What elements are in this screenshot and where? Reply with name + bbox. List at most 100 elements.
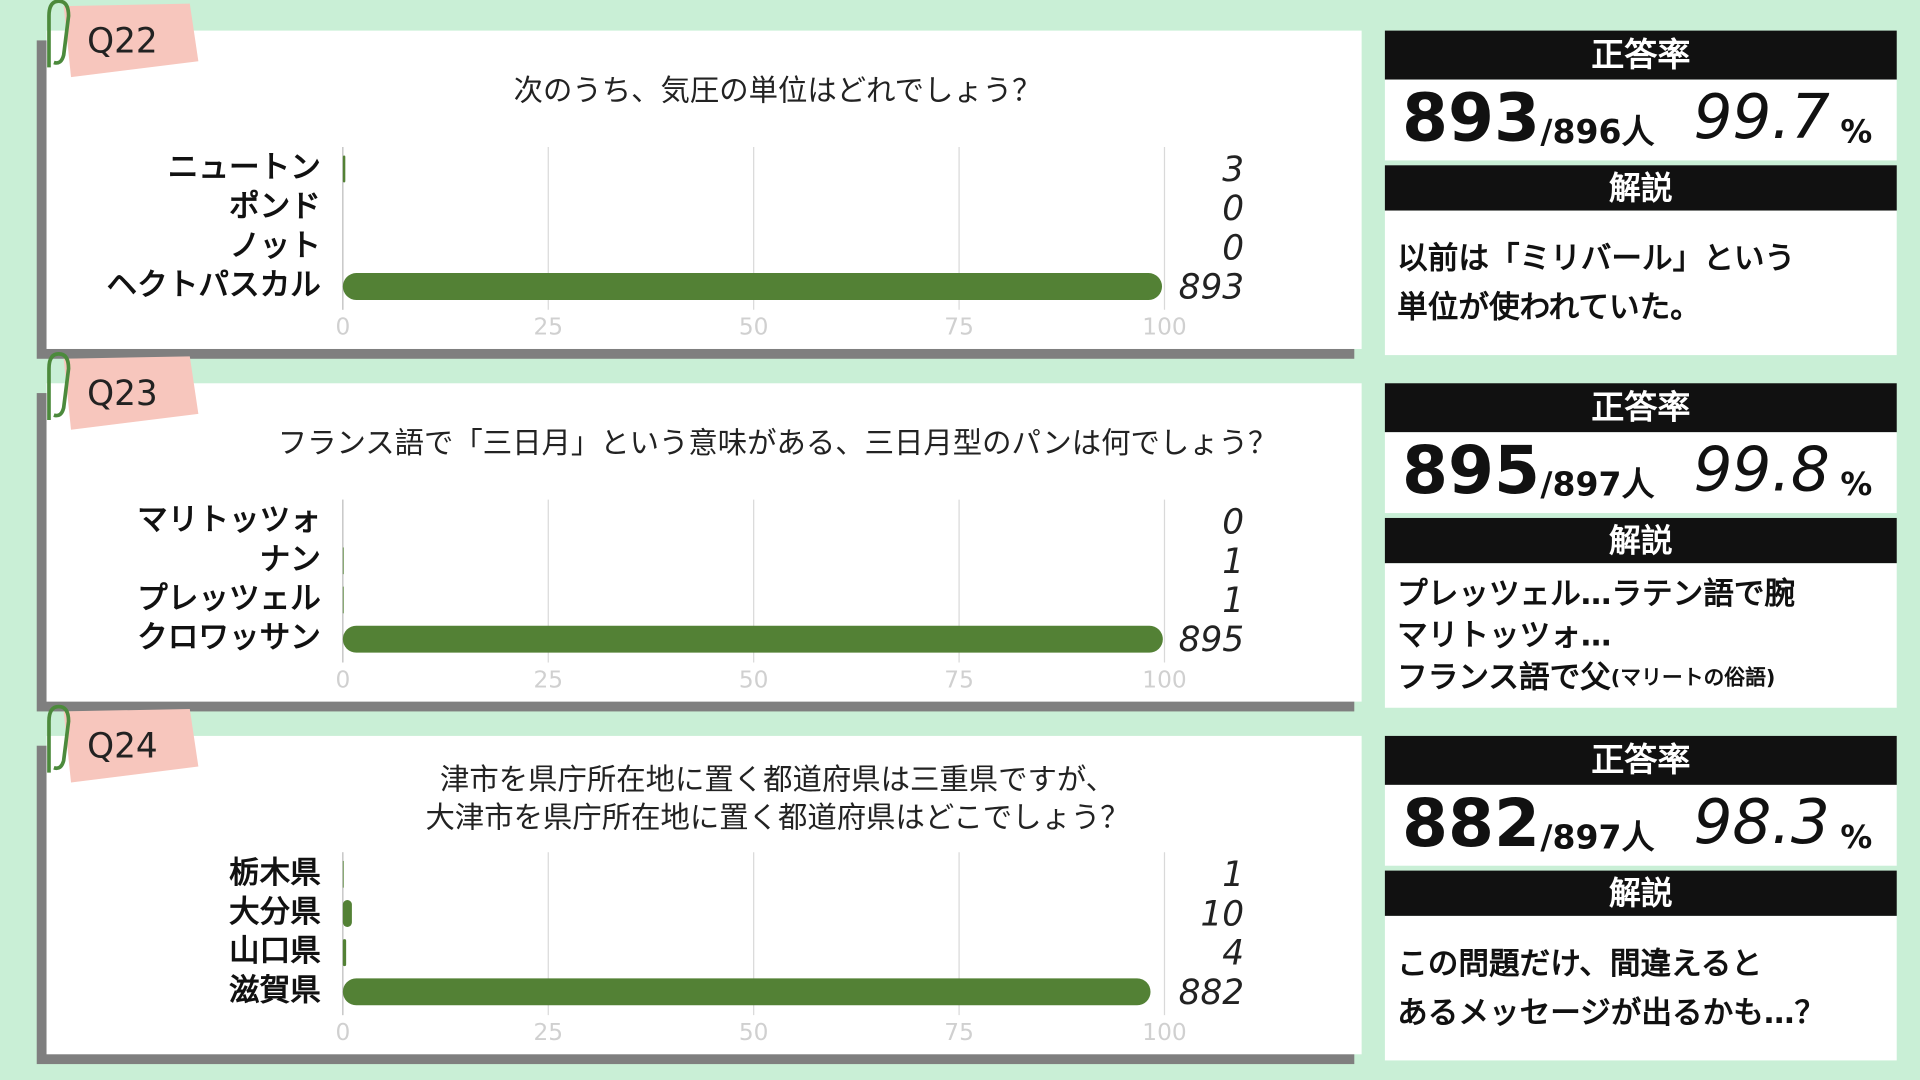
x-tick-label: 25 xyxy=(533,666,563,693)
bar xyxy=(342,625,1163,653)
count-label: 0 xyxy=(1222,503,1244,543)
count-label: 895 xyxy=(1179,620,1244,660)
rate-header: 正答率 xyxy=(1591,387,1690,426)
explanation-line: フランス語で父(マリートの俗語) xyxy=(1397,659,1775,695)
paper-clip xyxy=(47,704,71,773)
rate-unit: % xyxy=(1840,465,1872,503)
bar xyxy=(342,900,352,927)
count-label: 3 xyxy=(1222,150,1244,190)
explanation-text: 以前は「ミリバール」という xyxy=(1397,241,1795,276)
rate-box xyxy=(1384,79,1897,161)
rate-header-bg xyxy=(1384,383,1897,433)
count-label: 1 xyxy=(1222,855,1244,895)
category-label: ニュートン xyxy=(168,150,321,185)
rate-value: 99.7 xyxy=(1693,82,1829,153)
rate-header: 正答率 xyxy=(1591,35,1690,74)
category-label: プレッツェル xyxy=(137,582,321,617)
explanation-line: 単位が使われていた。 xyxy=(1397,289,1701,325)
count-label: 10 xyxy=(1200,894,1244,934)
explanation-header: 解説 xyxy=(1609,521,1673,559)
bar xyxy=(342,860,344,888)
category-label: ノット xyxy=(230,229,321,264)
explanation-text: あるメッセージが出るかも…？ xyxy=(1397,994,1825,1030)
explanation-header: 解説 xyxy=(1609,874,1673,912)
x-tick-label: 25 xyxy=(533,1019,563,1046)
explanation-text: フランス語で父 xyxy=(1397,659,1611,695)
x-tick-label: 0 xyxy=(335,666,350,693)
x-tick-label: 50 xyxy=(739,314,769,341)
explanation-box xyxy=(1384,915,1897,1061)
count-label: 893 xyxy=(1179,267,1244,307)
x-tick-label: 100 xyxy=(1142,314,1186,341)
count-label: 1 xyxy=(1222,581,1244,621)
rate-unit: % xyxy=(1840,112,1872,150)
total-count: /897人 xyxy=(1540,465,1654,504)
rate-header-bg xyxy=(1384,735,1897,785)
x-tick-label: 100 xyxy=(1142,666,1186,693)
rate-header: 正答率 xyxy=(1591,740,1690,779)
question-tag: Q24 xyxy=(87,727,158,767)
explanation-box xyxy=(1384,210,1897,356)
count-label: 1 xyxy=(1222,542,1244,582)
explanation-line: この問題だけ、間違えると xyxy=(1397,946,1762,981)
paper-clip xyxy=(47,0,71,68)
explanation-text: マリトッツォ… xyxy=(1397,618,1611,653)
rate-value: 99.8 xyxy=(1693,434,1829,505)
explanation-text: この問題だけ、間違えると xyxy=(1397,946,1762,981)
rate-box xyxy=(1384,784,1897,866)
explanation-box xyxy=(1384,563,1897,708)
tag-background xyxy=(63,708,199,783)
bar xyxy=(342,155,346,183)
bar xyxy=(342,939,347,967)
question-tag: Q22 xyxy=(87,21,158,61)
explanation-header-bg xyxy=(1384,517,1897,564)
count-label: 882 xyxy=(1179,973,1244,1013)
correct-count: 882 xyxy=(1402,785,1540,862)
x-tick-label: 50 xyxy=(739,666,769,693)
question-text: 大津市を県庁所在地に置く都道府県はどこでしょう？ xyxy=(425,801,1129,835)
total-count: /897人 xyxy=(1540,817,1654,856)
explanation-line: プレッツェル…ラテン語で腕 xyxy=(1397,576,1795,612)
x-tick-label: 50 xyxy=(739,1019,769,1046)
x-tick-label: 0 xyxy=(335,1019,350,1046)
x-tick-label: 75 xyxy=(944,1019,974,1046)
x-tick-label: 100 xyxy=(1142,1019,1186,1046)
bar xyxy=(342,273,1163,300)
question-text: フランス語で「三日月」という意味がある、三日月型のパンは何でしょう？ xyxy=(278,426,1278,460)
total-count: /896人 xyxy=(1540,112,1654,151)
x-tick-label: 75 xyxy=(944,314,974,341)
explanation-header-bg xyxy=(1384,870,1897,916)
explanation-line: マリトッツォ… xyxy=(1397,618,1611,653)
category-label: ポンド xyxy=(229,190,321,225)
explanation-text: (マリートの俗語) xyxy=(1611,665,1776,689)
bar xyxy=(342,586,344,614)
rate-value: 98.3 xyxy=(1693,787,1829,858)
question-text: 次のうち、気圧の単位はどれでしょう？ xyxy=(514,73,1042,107)
explanation-line: 以前は「ミリバール」という xyxy=(1397,241,1795,276)
count-label: 0 xyxy=(1222,189,1244,229)
category-label: マリトッツォ xyxy=(137,503,321,538)
rate-unit: % xyxy=(1840,818,1872,856)
x-tick-label: 0 xyxy=(335,314,350,341)
explanation-text: プレッツェル…ラテン語で腕 xyxy=(1397,576,1795,612)
count-label: 0 xyxy=(1222,228,1244,268)
question-text: 津市を県庁所在地に置く都道府県は三重県ですが、 xyxy=(440,763,1115,797)
bar xyxy=(342,978,1151,1006)
category-label: ヘクトパスカル xyxy=(107,268,321,303)
rate-box xyxy=(1384,432,1897,514)
count-label: 4 xyxy=(1222,934,1244,974)
category-label: 大分県 xyxy=(229,895,321,930)
category-label: 山口県 xyxy=(229,934,321,969)
rate-header-bg xyxy=(1384,30,1897,80)
explanation-header-bg xyxy=(1384,165,1897,211)
category-label: 滋賀県 xyxy=(229,973,321,1008)
explanation-text: 単位が使われていた。 xyxy=(1397,289,1701,325)
tag-background xyxy=(63,356,199,430)
x-tick-label: 25 xyxy=(533,314,563,341)
bar xyxy=(342,547,344,575)
question-tag: Q23 xyxy=(87,374,158,414)
correct-count: 895 xyxy=(1402,432,1540,509)
category-label: ナン xyxy=(260,542,321,577)
